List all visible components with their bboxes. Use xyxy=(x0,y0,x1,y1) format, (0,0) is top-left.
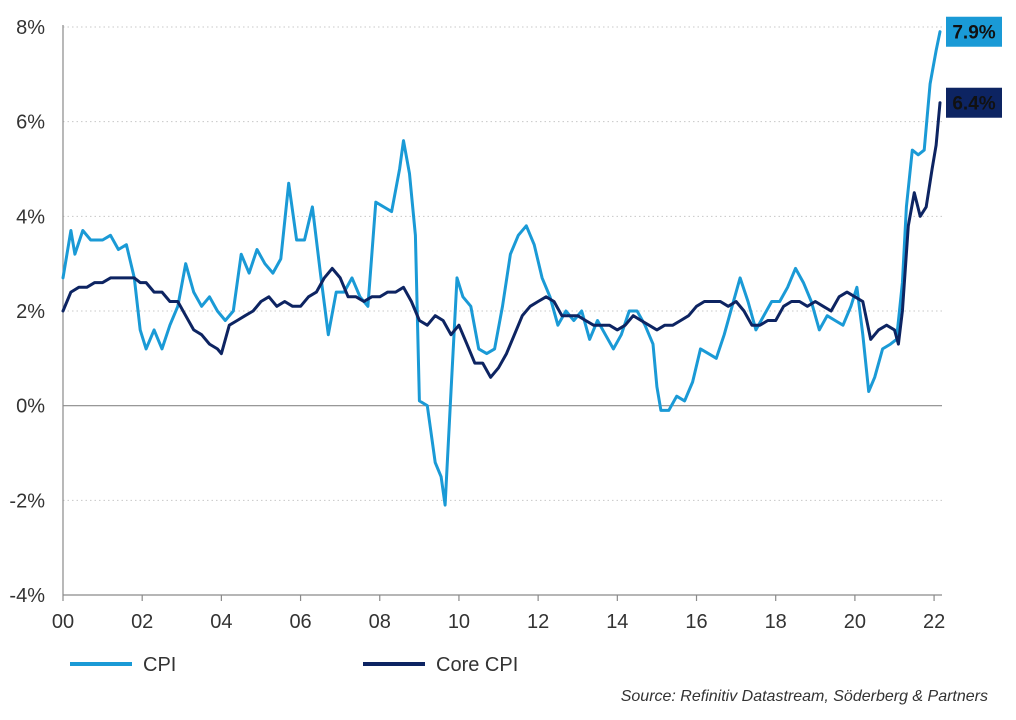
series-line-core-cpi xyxy=(61,101,942,379)
x-tick-label: 00 xyxy=(52,611,74,633)
end-label-box xyxy=(946,16,1002,47)
x-tick-label: 14 xyxy=(606,611,628,633)
legend-label: Core CPI xyxy=(436,654,518,676)
source-note: Source: Refinitiv Datastream, Söderberg … xyxy=(620,688,988,705)
end-labels: 7.9% 6.4% xyxy=(946,16,1002,118)
series-lines xyxy=(61,30,942,507)
end-label-box xyxy=(946,87,1002,118)
y-axis-ticks: 8% 6% 4% 2% 0% -2% -4% xyxy=(9,17,45,607)
series-line-cpi xyxy=(61,30,942,507)
x-tick-label: 16 xyxy=(685,611,707,633)
y-tick-label: -4% xyxy=(9,585,45,607)
x-tick-label: 12 xyxy=(527,611,549,633)
y-tick-label: 8% xyxy=(16,17,45,39)
legend-label: CPI xyxy=(143,654,176,676)
x-tick-label: 10 xyxy=(448,611,470,633)
y-tick-label: 4% xyxy=(16,206,45,228)
end-label-text: 7.9% xyxy=(952,23,995,44)
x-tick-label: 06 xyxy=(289,611,311,633)
x-tick-label: 08 xyxy=(369,611,391,633)
x-tick-label: 20 xyxy=(844,611,866,633)
y-tick-label: -2% xyxy=(9,490,45,512)
x-tick-label: 18 xyxy=(765,611,787,633)
grid-lines xyxy=(63,26,942,501)
x-axis-ticks: 00 02 04 06 08 10 12 14 16 18 20 22 xyxy=(52,595,945,633)
y-tick-label: 0% xyxy=(16,396,45,418)
legend: CPI Core CPI xyxy=(70,654,518,676)
y-tick-label: 2% xyxy=(16,301,45,323)
y-tick-label: 6% xyxy=(16,112,45,134)
x-tick-label: 02 xyxy=(131,611,153,633)
x-tick-label: 04 xyxy=(210,611,232,633)
x-tick-label: 22 xyxy=(923,611,945,633)
end-label-text: 6.4% xyxy=(952,94,995,115)
